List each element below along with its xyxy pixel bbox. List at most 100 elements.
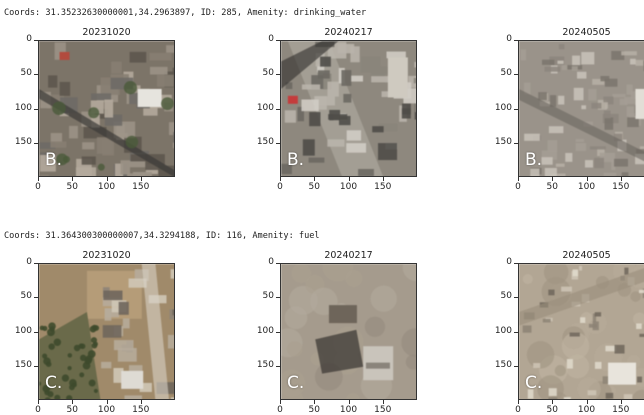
x-tick-label: 100 <box>340 405 357 415</box>
y-tick-label: 50 <box>490 68 512 78</box>
y-tick-label: 0 <box>490 34 512 44</box>
x-tick-mark <box>349 400 350 404</box>
x-tick-label: 100 <box>578 405 595 415</box>
y-tick-label: 100 <box>490 326 512 336</box>
x-tick-label: 150 <box>132 405 149 415</box>
x-tick-mark <box>552 400 553 404</box>
panel-letter-label: B. <box>525 150 542 170</box>
y-tick-label: 100 <box>252 103 274 113</box>
panel-title: 20240505 <box>562 250 610 261</box>
y-tick-label: 100 <box>252 326 274 336</box>
panel-letter-label: C. <box>287 373 304 393</box>
y-tick-label: 50 <box>252 291 274 301</box>
y-tick-mark <box>276 332 280 333</box>
y-tick-mark <box>514 297 518 298</box>
x-tick-mark <box>518 400 519 404</box>
x-tick-label: 0 <box>35 182 41 192</box>
y-tick-mark <box>276 263 280 264</box>
y-tick-mark <box>276 74 280 75</box>
row-1-header: Coords: 31.35232630000001,34.2963897, ID… <box>4 8 366 22</box>
x-tick-mark <box>587 400 588 404</box>
y-tick-label: 0 <box>490 257 512 267</box>
satellite-image: C. <box>518 263 644 400</box>
y-tick-mark <box>514 74 518 75</box>
panel-letter-label: C. <box>45 373 62 393</box>
y-tick-mark <box>514 143 518 144</box>
x-tick-label: 50 <box>309 182 320 192</box>
x-tick-mark <box>314 177 315 181</box>
x-tick-mark <box>314 400 315 404</box>
panel-title: 20231020 <box>82 250 130 261</box>
y-tick-label: 50 <box>490 291 512 301</box>
satellite-image: B. <box>518 40 644 177</box>
panel-letter-label: B. <box>287 150 304 170</box>
y-tick-mark <box>276 366 280 367</box>
y-tick-label: 150 <box>252 137 274 147</box>
y-tick-mark <box>514 332 518 333</box>
y-tick-mark <box>34 40 38 41</box>
row-2-header: Coords: 31.364300300000007,34.3294188, I… <box>4 231 320 245</box>
x-tick-mark <box>107 400 108 404</box>
panel-letter-label: B. <box>45 150 62 170</box>
satellite-image: B. <box>38 40 175 177</box>
y-tick-label: 150 <box>10 360 32 370</box>
y-tick-mark <box>276 40 280 41</box>
x-tick-label: 150 <box>132 182 149 192</box>
x-tick-label: 50 <box>547 182 558 192</box>
y-tick-mark <box>276 143 280 144</box>
x-tick-label: 0 <box>515 182 521 192</box>
y-tick-mark <box>34 143 38 144</box>
y-tick-label: 50 <box>10 68 32 78</box>
x-tick-mark <box>349 177 350 181</box>
x-tick-label: 150 <box>612 182 629 192</box>
x-tick-label: 100 <box>98 405 115 415</box>
y-tick-label: 0 <box>10 257 32 267</box>
x-tick-label: 150 <box>374 182 391 192</box>
x-tick-label: 0 <box>35 405 41 415</box>
x-tick-mark <box>518 177 519 181</box>
panel-title: 20240217 <box>324 27 372 38</box>
y-tick-mark <box>514 109 518 110</box>
x-tick-mark <box>38 400 39 404</box>
y-tick-label: 150 <box>490 137 512 147</box>
y-tick-mark <box>276 109 280 110</box>
satellite-image: C. <box>38 263 175 400</box>
x-tick-mark <box>280 400 281 404</box>
y-tick-label: 50 <box>10 291 32 301</box>
x-tick-mark <box>141 400 142 404</box>
y-tick-mark <box>34 109 38 110</box>
y-tick-mark <box>514 366 518 367</box>
x-tick-label: 100 <box>578 182 595 192</box>
x-tick-label: 0 <box>277 405 283 415</box>
y-tick-label: 50 <box>252 68 274 78</box>
x-tick-mark <box>552 177 553 181</box>
x-tick-label: 50 <box>67 405 78 415</box>
x-tick-label: 100 <box>340 182 357 192</box>
y-tick-mark <box>276 297 280 298</box>
x-tick-label: 0 <box>277 182 283 192</box>
x-tick-label: 100 <box>98 182 115 192</box>
y-tick-label: 100 <box>10 103 32 113</box>
x-tick-mark <box>72 177 73 181</box>
x-tick-mark <box>621 400 622 404</box>
y-tick-label: 100 <box>490 103 512 113</box>
panel-title: 20240217 <box>324 250 372 261</box>
y-tick-label: 150 <box>252 360 274 370</box>
y-tick-label: 0 <box>10 34 32 44</box>
x-tick-label: 150 <box>612 405 629 415</box>
panel-letter-label: C. <box>525 373 542 393</box>
y-tick-label: 150 <box>10 137 32 147</box>
panel-title: 20231020 <box>82 27 130 38</box>
x-tick-mark <box>383 400 384 404</box>
y-tick-label: 0 <box>252 257 274 267</box>
satellite-image: B. <box>280 40 417 177</box>
x-tick-label: 150 <box>374 405 391 415</box>
y-tick-mark <box>34 263 38 264</box>
x-tick-label: 50 <box>309 405 320 415</box>
x-tick-mark <box>621 177 622 181</box>
x-tick-label: 0 <box>515 405 521 415</box>
x-tick-mark <box>280 177 281 181</box>
y-tick-label: 150 <box>490 360 512 370</box>
y-tick-label: 100 <box>10 326 32 336</box>
satellite-image: C. <box>280 263 417 400</box>
